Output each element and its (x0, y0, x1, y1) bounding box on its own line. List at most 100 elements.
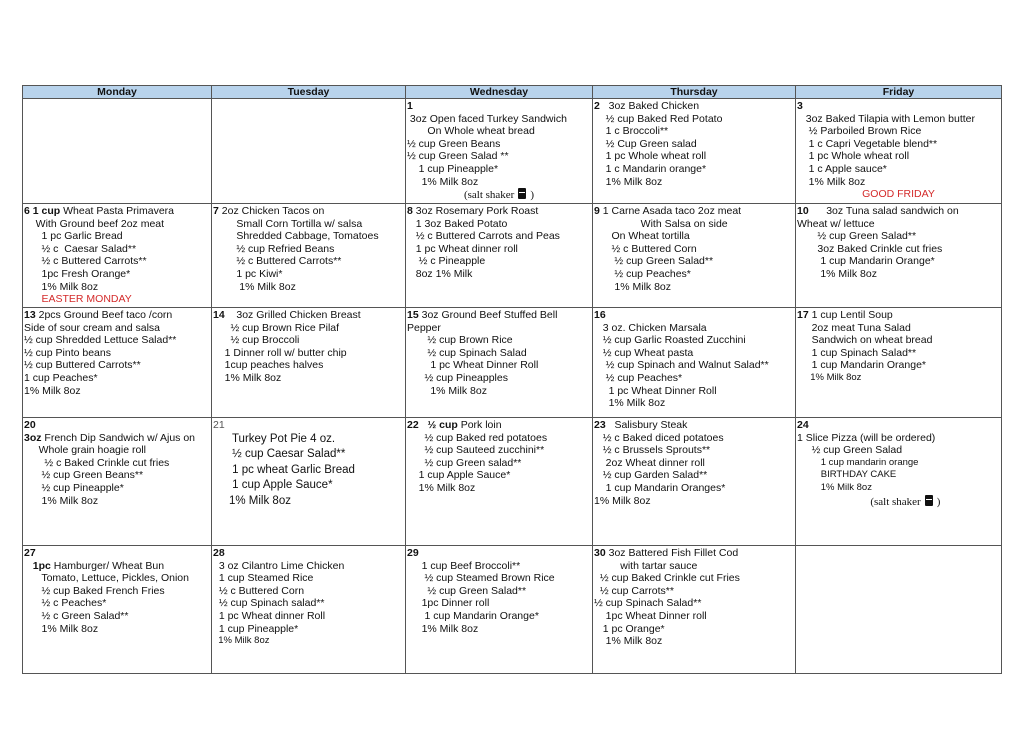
menu-item-text: 1 cup Mandarin Orange* (797, 255, 935, 268)
menu-item-text: 8oz 1% Milk (407, 267, 473, 280)
salt-note-close: ) (530, 189, 535, 202)
menu-item: 1% Milk 8oz (407, 176, 591, 189)
menu-item: 13 2pcs Ground Beef taco /corn (24, 309, 210, 322)
menu-item: ½ cup Caesar Salad** (213, 447, 404, 463)
menu-item: 1 pc Wheat Dinner Roll (407, 359, 591, 372)
menu-item-text: ½ c Buttered Carrots** (213, 255, 342, 268)
menu-item-text: ½ cup Peaches* (594, 267, 691, 280)
menu-item: ½ cup Broccoli (213, 334, 404, 347)
menu-item-text: ½ cup Green Beans (407, 137, 501, 150)
menu-item-text: Turkey Pot Pie 4 oz. (213, 432, 336, 445)
holiday-label: GOOD FRIDAY (797, 188, 1000, 201)
menu-item-text: 1% Milk 8oz (594, 397, 666, 410)
menu-item-text: ½ cup Baked French Fries (24, 584, 165, 597)
menu-item: ½ c Buttered Corn (594, 243, 794, 256)
menu-item: 2oz meat Tuna Salad (797, 322, 1000, 335)
menu-item: 1 c Capri Vegetable blend** (797, 138, 1000, 151)
menu-item: 1 cup Apple Sauce* (213, 478, 404, 494)
week-row: 20 3oz French Dip Sandwich w/ Ajus on Who… (22, 417, 1002, 546)
menu-item-text: 1% Milk 8oz (594, 280, 672, 293)
menu-item-text: 1 cup Beef Broccoli** (407, 559, 521, 572)
menu-item: 6 1 cup Wheat Pasta Primavera (24, 205, 210, 218)
menu-item-text: ½ cup Green Salad (797, 444, 903, 457)
menu-item-text: 2pcs Ground Beef taco /corn (38, 309, 173, 321)
day-cell: 9 1 Carne Asada taco 2oz meat With Salsa… (592, 203, 796, 308)
menu-item-text: 1% Milk 8oz (24, 384, 81, 397)
menu-item: ½ cup Brown Rice Pilaf (213, 322, 404, 335)
menu-item-text: 1 Dinner roll w/ butter chip (213, 346, 347, 359)
menu-item: ½ cup Refried Beans (213, 243, 404, 256)
menu-item: ½ c Pineapple (407, 255, 591, 268)
day-number: 13 (24, 309, 36, 321)
menu-item: 1% Milk 8oz (213, 372, 404, 385)
menu-item-text: 1cup peaches halves (213, 359, 324, 372)
menu-item: ½ c Buttered Carrots** (213, 255, 404, 268)
day-number: 2 (594, 100, 600, 112)
day-cell: 13 2pcs Ground Beef taco /corn Side of so… (22, 307, 212, 418)
menu-item: 8oz 1% Milk (407, 268, 591, 281)
day-number-line: 27 (24, 547, 210, 560)
day-number: 16 (594, 309, 606, 321)
menu-item-text: ½ c Baked Crinkle cut fries (24, 456, 170, 469)
menu-item-text: Tomato, Lettuce, Pickles, Onion (24, 572, 189, 585)
menu-item: ½ cup Green Beans** (24, 469, 210, 482)
week-row: 1 3oz Open faced Turkey Sandwich On Whol… (22, 98, 1002, 204)
menu-item: ½ cup Steamed Brown Rice (407, 572, 591, 585)
day-number: 9 (594, 205, 600, 217)
day-cell: 27 1pc Hamburger/ Wheat Bun Tomato, Lett… (22, 545, 212, 674)
menu-item: ½ cup Peaches* (594, 372, 794, 385)
menu-item-text: ½ cup Shredded Lettuce Salad** (24, 334, 177, 347)
menu-item-text: 3oz Baked Crinkle cut fries (797, 242, 943, 255)
menu-item-text: 1 pc Whole wheat roll (594, 150, 707, 163)
menu-item-text: 1 cup Mandarin Orange* (797, 359, 926, 372)
menu-item: 1% Milk 8oz (24, 623, 210, 636)
menu-item: 1 cup mandarin orange (797, 457, 1000, 470)
menu-item-text: 1 cup Mandarin Oranges* (594, 481, 726, 494)
menu-item-text: 1 pc Orange* (594, 622, 665, 635)
menu-item: 1 cup Mandarin Oranges* (594, 482, 794, 495)
day-cell: 28 3 oz Cilantro Lime Chicken 1 cup Stea… (211, 545, 406, 674)
menu-item: Pepper (407, 322, 591, 335)
menu-item-text: 1% Milk 8oz (797, 371, 862, 383)
menu-item-text: 3oz Rosemary Pork Roast (415, 205, 539, 217)
menu-item: ½ cup Green Salad** (407, 585, 591, 598)
menu-item-text: 1 pc Whole wheat roll (797, 150, 910, 163)
menu-item-text: ½ cup Green Salad** (407, 584, 527, 597)
menu-item-text: 1 pc Wheat Dinner Roll (407, 359, 539, 372)
day-cell (22, 98, 212, 204)
header-wednesday: Wednesday (405, 85, 593, 99)
menu-item-text: 1 cup Apple Sauce* (213, 479, 333, 492)
day-number: 24 (797, 419, 809, 431)
day-number: 22 (407, 419, 419, 431)
menu-item: 1% Milk 8oz (797, 372, 1000, 385)
week-row: 27 1pc Hamburger/ Wheat Bun Tomato, Lett… (22, 545, 1002, 674)
day-number: 29 (407, 547, 419, 559)
menu-item-text: 3oz Ground Beef Stuffed Bell (421, 309, 558, 321)
menu-item-text: 1 cup Pineapple* (213, 622, 299, 635)
menu-item-text: 1% Milk 8oz (213, 494, 291, 507)
menu-item: 1% Milk 8oz (797, 268, 1000, 281)
menu-item-text: BIRTHDAY CAKE (797, 469, 897, 481)
day-number-line: 1 (407, 100, 591, 113)
day-cell: 8 3oz Rosemary Pork Roast 1 3oz Baked Po… (405, 203, 593, 308)
menu-item: 2oz Wheat dinner roll (594, 457, 794, 470)
menu-item: ½ cup Green Salad** (594, 255, 794, 268)
menu-item: ½ c Green Salad** (24, 610, 210, 623)
menu-item: 1 cup Beef Broccoli** (407, 560, 591, 573)
menu-item: ½ cup Baked French Fries (24, 585, 210, 598)
menu-item: 1 pc Wheat Dinner Roll (594, 385, 794, 398)
menu-item: ½ cup Garlic Roasted Zucchini (594, 334, 794, 347)
menu-item: BIRTHDAY CAKE (797, 469, 1000, 482)
menu-item-text: ½ cup Green Salad ** (407, 150, 509, 163)
day-cell: 1 3oz Open faced Turkey Sandwich On Whol… (405, 98, 593, 204)
menu-item: 1% Milk 8oz (594, 635, 794, 648)
salt-note-close: ) (936, 495, 941, 508)
menu-item: ½ c Caesar Salad** (24, 243, 210, 256)
menu-item-text: 1pc Fresh Orange* (24, 267, 131, 280)
day-cell: 20 3oz French Dip Sandwich w/ Ajus on Who… (22, 417, 212, 546)
menu-item: ½ cup Green Beans (407, 138, 591, 151)
menu-item: 1pc Hamburger/ Wheat Bun (24, 560, 210, 573)
menu-item-text: 1 pc wheat Garlic Bread (213, 463, 355, 476)
day-cell: 22 ½ cup Pork loin ½ cup Baked red potat… (405, 417, 593, 546)
menu-item-text: 3oz Open faced Turkey Sandwich (407, 112, 567, 125)
